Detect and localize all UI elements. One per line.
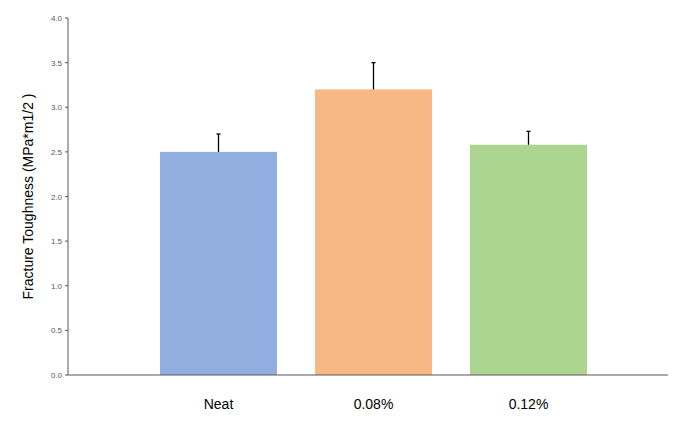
x-tick-label: 0.08% <box>354 396 394 412</box>
y-tick-label: 3.5 <box>51 59 63 68</box>
y-tick-label: 4.0 <box>51 14 63 23</box>
y-tick-label: 0.0 <box>51 371 63 380</box>
x-tick-label: 0.12% <box>509 396 549 412</box>
x-tick-label: Neat <box>204 396 234 412</box>
y-axis-label: Fracture Toughness (MPa*m1/2 ) <box>20 94 36 300</box>
y-tick-label: 2.0 <box>51 193 63 202</box>
bar <box>470 145 587 375</box>
x-axis <box>68 375 668 376</box>
bar <box>160 152 277 375</box>
error-cap <box>217 133 221 134</box>
bar <box>315 89 432 375</box>
y-tick-label: 1.5 <box>51 237 63 246</box>
y-tick-label: 2.5 <box>51 148 63 157</box>
y-axis <box>68 18 69 375</box>
y-tick-label: 3.0 <box>51 103 63 112</box>
error-cap <box>527 131 531 132</box>
error-cap <box>372 62 376 63</box>
chart: 0.0 0.5 1.0 1.5 2.0 2.5 3.0 3.5 4.0 Neat 0.08% 0.12… <box>0 0 687 432</box>
y-tick-label: 0.5 <box>51 326 63 335</box>
y-tick-label: 1.0 <box>51 282 63 291</box>
